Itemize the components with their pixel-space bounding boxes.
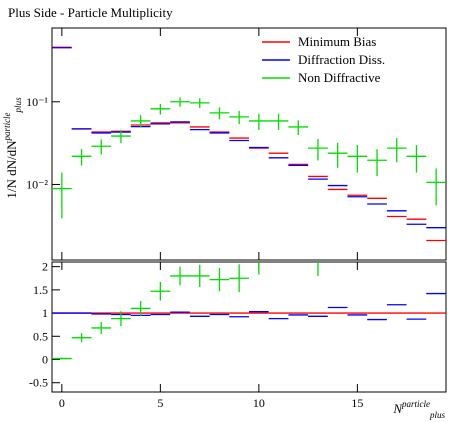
y-tick-label: 1.5 xyxy=(33,283,48,297)
y-tick-label: 0 xyxy=(42,353,48,367)
y-tick-label: 10⁻² xyxy=(26,177,48,191)
y-tick-label: 10⁻¹ xyxy=(26,95,48,109)
x-tick-label: 5 xyxy=(157,396,163,410)
plot-frame xyxy=(51,27,447,261)
x-axis-label: Nparticleplus xyxy=(392,399,445,420)
legend-label: Diffraction Diss. xyxy=(298,52,385,67)
series-group xyxy=(52,262,446,360)
y-axis-label: 1/N dN/dNparticleplus xyxy=(2,97,23,199)
y-tick-label: 0.5 xyxy=(33,329,48,343)
x-tick-label: 15 xyxy=(351,396,363,410)
legend-label: Minimum Bias xyxy=(298,34,376,49)
chart-title: Plus Side - Particle Multiplicity xyxy=(8,5,173,20)
y-tick-label: 1 xyxy=(42,306,48,320)
y-tick-label: 2 xyxy=(42,260,48,274)
series-group xyxy=(52,46,446,242)
x-tick-label: 10 xyxy=(253,396,265,410)
plot-frame xyxy=(51,261,447,393)
x-tick-label: 0 xyxy=(59,396,65,410)
legend-label: Non Diffractive xyxy=(298,70,381,85)
y-tick-label: -0.5 xyxy=(29,376,48,390)
